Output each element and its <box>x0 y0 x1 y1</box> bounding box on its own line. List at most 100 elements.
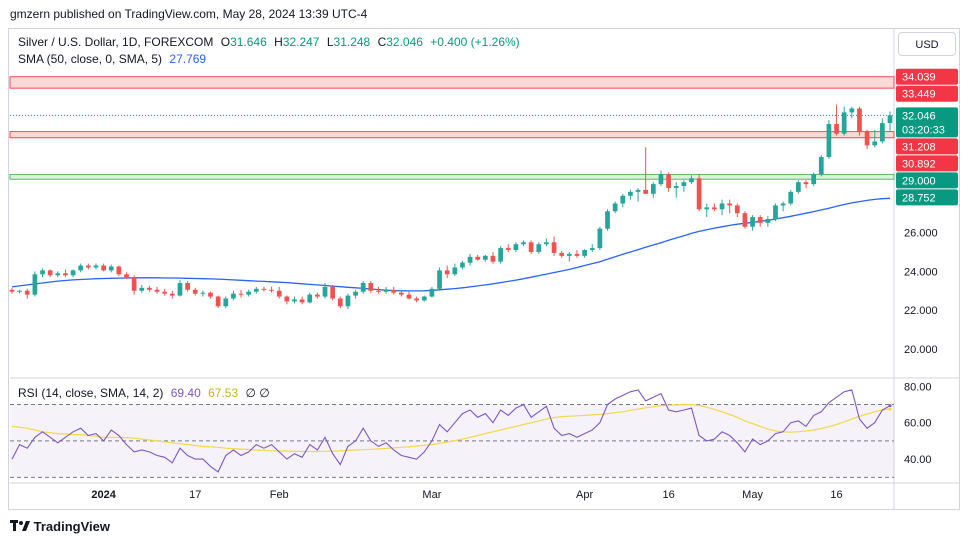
candle <box>429 288 435 297</box>
candle <box>177 282 183 296</box>
candle <box>185 282 190 290</box>
price-badge <box>896 107 958 138</box>
candle <box>376 290 381 292</box>
candle <box>169 293 175 296</box>
open-label: O31.646 <box>220 35 267 49</box>
sma-legend-label: SMA (50, close, 0, SMA, 5) <box>18 52 163 66</box>
candle <box>482 255 488 260</box>
resistance-zone <box>9 76 895 89</box>
candle <box>223 298 229 307</box>
candle <box>315 294 320 297</box>
countdown-label: 03:20:33 <box>902 124 945 136</box>
price-badge-label: 32.046 <box>902 110 936 122</box>
rsi-legend-label: RSI (14, close, SMA, 14, 2) <box>18 386 164 400</box>
change-label: +0.400 (+1.26%) <box>430 35 520 49</box>
candle <box>139 287 145 291</box>
candle <box>345 295 351 307</box>
support-zone <box>9 173 895 180</box>
candle <box>444 270 450 275</box>
rsi-legend-extra: ∅ ∅ <box>245 386 270 400</box>
candle <box>360 282 366 292</box>
candle <box>238 293 244 295</box>
resistance-zone <box>9 131 895 139</box>
price-badge-label: 29.000 <box>902 175 936 187</box>
footer-brand[interactable]: TradingView <box>10 519 110 534</box>
candle <box>353 291 358 296</box>
candle <box>765 219 771 223</box>
candle <box>383 289 389 292</box>
candle <box>399 292 404 295</box>
price-badge <box>896 155 958 172</box>
symbol-label[interactable]: Silver / U.S. Dollar, 1D, FOREXCOM <box>18 35 214 49</box>
candle <box>528 242 534 252</box>
candle <box>834 124 839 134</box>
price-tick-label: 26.000 <box>904 228 938 240</box>
candle <box>292 299 297 302</box>
rsi-tick-label: 80.00 <box>904 381 932 393</box>
candle <box>742 213 748 227</box>
candle <box>32 274 38 295</box>
sma-legend[interactable]: SMA (50, close, 0, SMA, 5) 27.769 <box>18 52 210 66</box>
tradingview-logo-icon <box>10 519 30 534</box>
rsi-line <box>11 389 891 473</box>
price-badge-label: 31.208 <box>902 141 936 153</box>
candle <box>719 203 725 210</box>
candle <box>536 244 542 252</box>
currency-button[interactable]: USD <box>898 32 956 56</box>
candle <box>47 270 53 276</box>
candle <box>887 115 893 124</box>
candle <box>620 195 626 204</box>
candle <box>681 182 687 187</box>
candle <box>215 296 221 307</box>
close-label: C32.046 <box>377 35 423 49</box>
price-badge-label: 33.449 <box>902 89 936 101</box>
rsi-legend[interactable]: RSI (14, close, SMA, 14, 2) 69.40 67.53 … <box>18 386 274 400</box>
time-tick-label: Apr <box>576 489 593 501</box>
candle <box>750 217 755 227</box>
rsi-legend-value: 69.40 <box>170 386 201 400</box>
candle <box>231 293 236 299</box>
candle <box>78 265 84 271</box>
time-tick-label: 16 <box>662 489 674 501</box>
candle <box>475 256 481 260</box>
candle <box>513 244 519 251</box>
price-badge <box>896 189 958 206</box>
candle <box>673 186 679 188</box>
time-tick-label: Feb <box>270 489 289 501</box>
candle <box>192 289 198 294</box>
rsi-last-point <box>888 404 892 408</box>
time-tick-label: 16 <box>830 489 842 501</box>
candle <box>696 178 702 210</box>
candle <box>24 290 30 295</box>
candle <box>582 250 587 256</box>
publisher-header: gmzern published on TradingView.com, May… <box>10 7 368 21</box>
candle <box>658 174 664 185</box>
candle <box>605 211 610 229</box>
candle <box>574 253 580 256</box>
candle <box>612 203 618 212</box>
price-badge <box>896 68 958 85</box>
candle <box>406 294 412 299</box>
candle <box>124 274 129 278</box>
candle <box>208 292 213 297</box>
candle <box>773 205 778 220</box>
low-label: L31.248 <box>326 35 371 49</box>
candle <box>811 174 817 185</box>
time-tick-label: 2024 <box>91 489 116 501</box>
candle <box>796 182 801 192</box>
candle <box>284 296 290 302</box>
candle <box>589 248 595 251</box>
candle <box>566 253 572 256</box>
candle <box>147 287 152 290</box>
price-tick-label: 20.000 <box>904 344 938 356</box>
candle <box>414 298 420 301</box>
candle <box>857 108 862 132</box>
candle <box>467 256 473 263</box>
candle <box>85 265 91 268</box>
candle <box>872 141 878 146</box>
price-tick-label: 22.000 <box>904 305 938 317</box>
candle <box>460 262 465 268</box>
candle <box>452 267 458 275</box>
price-badge-label: 30.892 <box>902 158 936 170</box>
